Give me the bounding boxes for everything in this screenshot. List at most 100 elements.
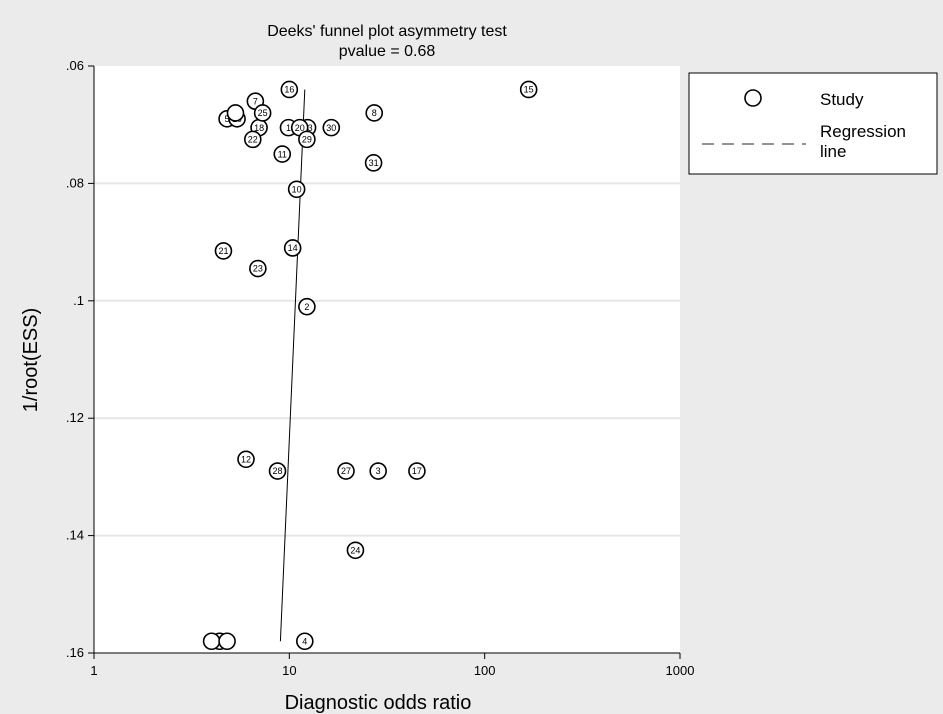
study-point xyxy=(202,632,221,651)
study-point: 15 xyxy=(519,80,538,99)
study-marker xyxy=(322,118,341,137)
study-point: 10 xyxy=(287,180,306,199)
x-tick-label: 100 xyxy=(474,663,496,678)
y-tick-label: .12 xyxy=(66,410,84,425)
study-marker xyxy=(226,104,245,122)
study-marker xyxy=(268,462,287,480)
study-id-label: 7 xyxy=(253,96,258,106)
study-marker xyxy=(243,130,262,149)
study-id-label: 21 xyxy=(218,246,228,256)
regression-line xyxy=(279,89,306,642)
legend-study-marker xyxy=(744,89,762,107)
study-id-label: 1 xyxy=(286,123,291,133)
study-id-label: 10 xyxy=(292,184,302,194)
study-point: 23 xyxy=(249,259,267,278)
study-point: 8 xyxy=(365,104,384,122)
study-marker xyxy=(369,462,387,480)
study-marker xyxy=(298,130,316,149)
legend-study-label: Study xyxy=(820,90,864,109)
study-point xyxy=(226,104,245,122)
study-id-label: 22 xyxy=(248,135,258,145)
study-id-label: 23 xyxy=(253,264,263,274)
study-id-label: 8 xyxy=(372,108,377,118)
study-id-label: 20 xyxy=(295,123,305,133)
study-point: 12 xyxy=(237,450,255,469)
y-tick-label: .16 xyxy=(66,645,84,660)
grid-layer xyxy=(94,182,680,537)
study-marker xyxy=(280,80,299,99)
study-point: 21 xyxy=(214,242,233,260)
legend-regression-label: Regression xyxy=(820,122,906,141)
study-marker xyxy=(237,450,255,469)
study-marker xyxy=(253,104,272,122)
chart-title: Deeks' funnel plot asymmetry test xyxy=(267,23,507,40)
study-id-label: 28 xyxy=(273,466,283,476)
x-tick-label: 1000 xyxy=(666,663,695,678)
study-marker xyxy=(365,104,384,122)
study-point xyxy=(218,632,236,651)
study-id-label: 24 xyxy=(350,545,360,555)
study-id-label: 16 xyxy=(284,85,294,95)
y-tick-label: .1 xyxy=(73,293,84,308)
x-tick-label: 1 xyxy=(90,663,97,678)
study-marker xyxy=(296,632,314,651)
study-point: 22 xyxy=(243,130,262,149)
y-tick-label: .14 xyxy=(66,528,84,543)
study-marker xyxy=(346,541,365,560)
study-marker xyxy=(364,154,383,172)
study-marker xyxy=(202,632,221,651)
study-id-label: 15 xyxy=(524,85,534,95)
study-id-label: 18 xyxy=(254,123,264,133)
study-point: 29 xyxy=(298,130,316,149)
study-point: 27 xyxy=(337,462,355,480)
plot-area xyxy=(94,66,680,653)
study-id-label: 29 xyxy=(302,135,312,145)
study-marker xyxy=(273,145,292,163)
study-marker xyxy=(287,180,306,199)
study-point: 11 xyxy=(273,145,292,163)
chart-subtitle: pvalue = 0.68 xyxy=(339,43,436,60)
regression-line-layer xyxy=(279,89,306,642)
study-id-label: 12 xyxy=(241,454,251,464)
study-id-label: 27 xyxy=(341,466,351,476)
study-marker xyxy=(519,80,538,99)
legend: Study Regression line xyxy=(688,72,938,175)
study-point: 25 xyxy=(253,104,272,122)
study-point: 28 xyxy=(268,462,287,480)
study-id-label: 25 xyxy=(258,108,268,118)
study-point: 2 xyxy=(298,297,316,316)
study-id-label: 14 xyxy=(288,243,298,253)
study-point: 3 xyxy=(369,462,387,480)
study-id-label: 2 xyxy=(304,302,309,312)
study-point: 30 xyxy=(322,118,341,137)
study-marker xyxy=(298,297,316,316)
x-axis-title: Diagnostic odds ratio xyxy=(285,692,472,714)
study-marker xyxy=(408,462,426,480)
study-id-label: 17 xyxy=(412,466,422,476)
study-point: 4 xyxy=(296,632,314,651)
y-tick-label: .06 xyxy=(66,58,84,73)
study-point: 24 xyxy=(346,541,365,560)
study-marker xyxy=(218,632,236,651)
study-point: 16 xyxy=(280,80,299,99)
study-marker xyxy=(337,462,355,480)
study-id-label: 30 xyxy=(326,123,336,133)
study-id-label: 5 xyxy=(225,114,230,124)
study-id-label: 31 xyxy=(369,158,379,168)
study-point: 14 xyxy=(283,239,302,257)
legend-box xyxy=(688,72,938,175)
study-id-label: 11 xyxy=(278,149,287,159)
y-tick-label: .08 xyxy=(66,175,84,190)
study-point: 31 xyxy=(364,154,383,172)
study-id-label: 3 xyxy=(376,466,381,476)
study-point: 17 xyxy=(408,462,426,480)
y-axis-title: 1/root(ESS) xyxy=(20,308,42,412)
axis-layer: .06 .08 .1 .12 .14 .16 1 10 100 1000 xyxy=(66,58,695,678)
legend-regression-label-line2: line xyxy=(820,142,846,161)
study-marker xyxy=(249,259,267,278)
study-id-label: 4 xyxy=(302,636,307,646)
study-points-layer: 1234578101112131415161718192021222324252… xyxy=(202,80,538,651)
x-tick-label: 10 xyxy=(282,663,296,678)
study-marker xyxy=(283,239,302,257)
